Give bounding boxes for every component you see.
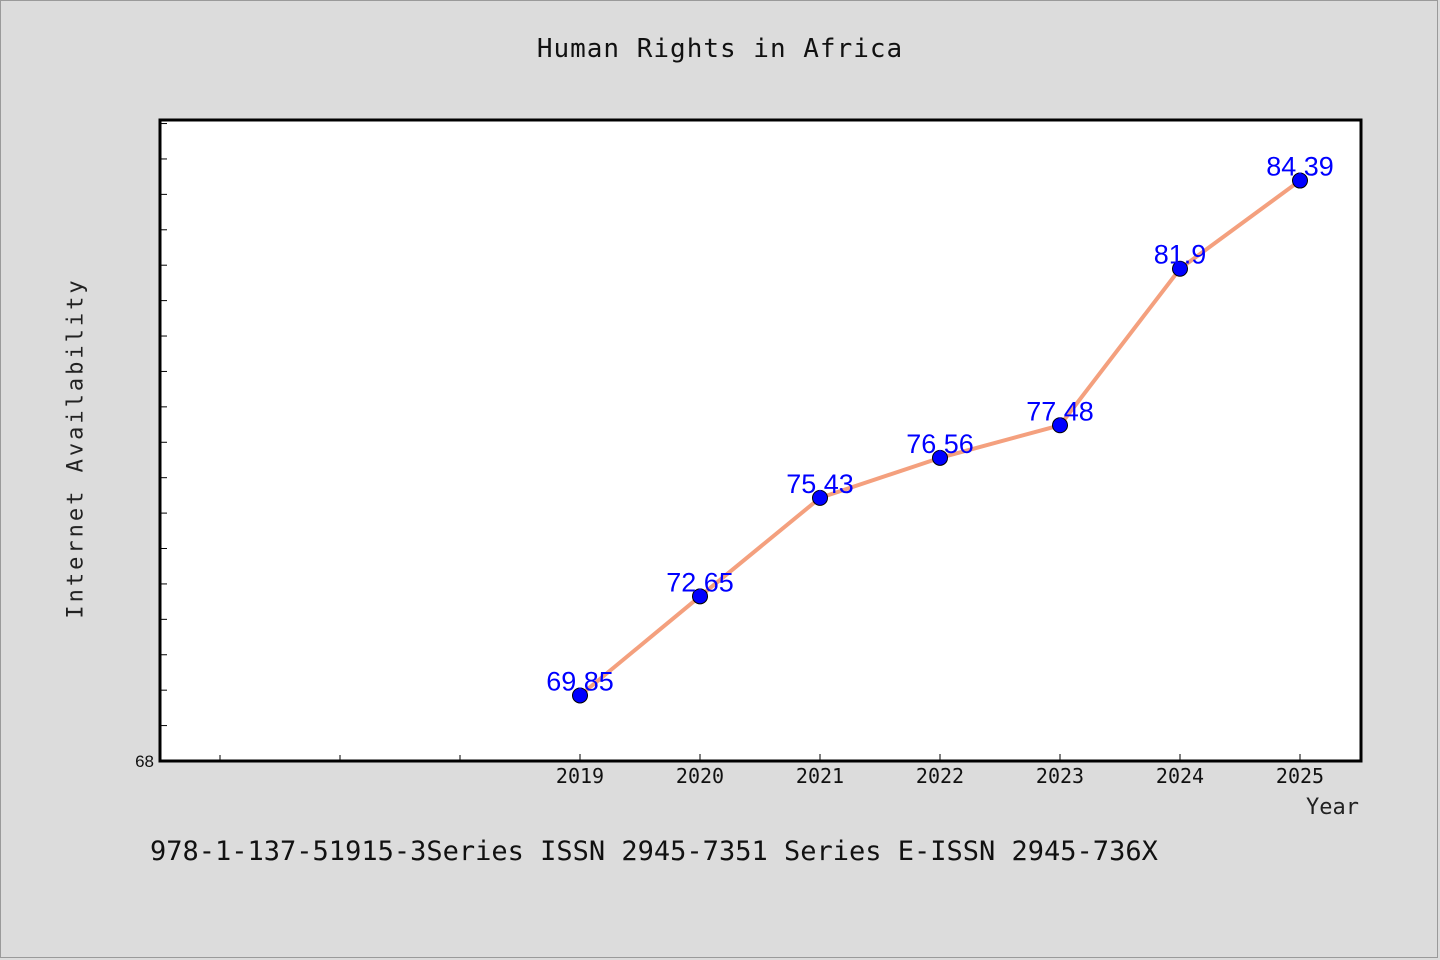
plot-area: [158, 118, 1363, 763]
data-label: 76.56: [906, 429, 974, 459]
data-point: [692, 588, 708, 605]
data-label: 84.39: [1266, 152, 1334, 182]
x-tick-label: 2020: [676, 764, 724, 788]
data-point: [932, 449, 948, 466]
data-label: 81.9: [1154, 240, 1207, 270]
data-point: [1052, 417, 1068, 434]
x-tick-label: 2025: [1276, 764, 1324, 788]
data-label: 75.43: [786, 469, 854, 499]
x-axis-label: Year: [1306, 795, 1359, 820]
data-point: [572, 687, 588, 704]
data-label: 77.48: [1026, 396, 1094, 426]
x-tick-label: 2024: [1156, 764, 1204, 788]
x-tick-label: 2023: [1036, 764, 1084, 788]
x-tick-label: 2021: [796, 764, 844, 788]
y-tick-label: 68: [135, 752, 154, 771]
x-tick-label: 2019: [556, 764, 604, 788]
chart-title: Human Rights in Africa: [536, 34, 904, 64]
data-label: 69.85: [546, 666, 614, 696]
data-label: 72.65: [666, 567, 734, 597]
data-point: [1292, 172, 1308, 189]
data-point: [1172, 260, 1188, 277]
data-point: [812, 489, 828, 506]
isbn-footer: 978-1-137-51915-3Series ISSN 2945-7351 S…: [150, 836, 1158, 867]
x-tick-label: 2022: [916, 764, 964, 788]
